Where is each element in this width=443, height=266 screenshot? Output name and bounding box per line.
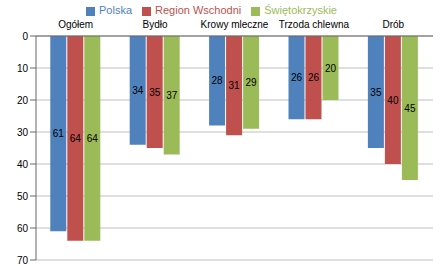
svg-text:35: 35 [370, 87, 382, 98]
svg-text:40: 40 [387, 95, 399, 106]
svg-text:10: 10 [17, 63, 29, 74]
svg-text:70: 70 [17, 255, 29, 266]
svg-text:Trzoda chlewna: Trzoda chlewna [279, 19, 350, 30]
svg-text:31: 31 [229, 80, 241, 91]
svg-text:45: 45 [404, 103, 416, 114]
svg-text:26: 26 [308, 72, 320, 83]
svg-text:0: 0 [22, 31, 28, 42]
svg-text:40: 40 [17, 159, 29, 170]
svg-text:20: 20 [325, 63, 337, 74]
svg-text:60: 60 [17, 223, 29, 234]
html-text:Polska: Polska [99, 4, 132, 16]
svg-text:Bydło: Bydło [143, 19, 168, 30]
svg-text:Drób: Drób [382, 19, 404, 30]
html-text:Świętokrzyskie: Świętokrzyskie [264, 4, 337, 16]
svg-text:Krowy mleczne: Krowy mleczne [201, 19, 269, 30]
svg-text:64: 64 [70, 133, 82, 144]
svg-text:30: 30 [17, 127, 29, 138]
html-text:Region Wschodni: Region Wschodni [155, 4, 242, 16]
svg-text:64: 64 [87, 133, 99, 144]
svg-text:29: 29 [246, 77, 258, 88]
svg-text:Ogółem: Ogółem [58, 19, 93, 30]
svg-text:50: 50 [17, 191, 29, 202]
svg-text:34: 34 [132, 85, 144, 96]
svg-text:61: 61 [53, 128, 65, 139]
svg-text:37: 37 [166, 90, 178, 101]
svg-text:28: 28 [212, 75, 224, 86]
svg-text:26: 26 [291, 72, 303, 83]
svg-text:35: 35 [149, 87, 161, 98]
svg-text:20: 20 [17, 95, 29, 106]
